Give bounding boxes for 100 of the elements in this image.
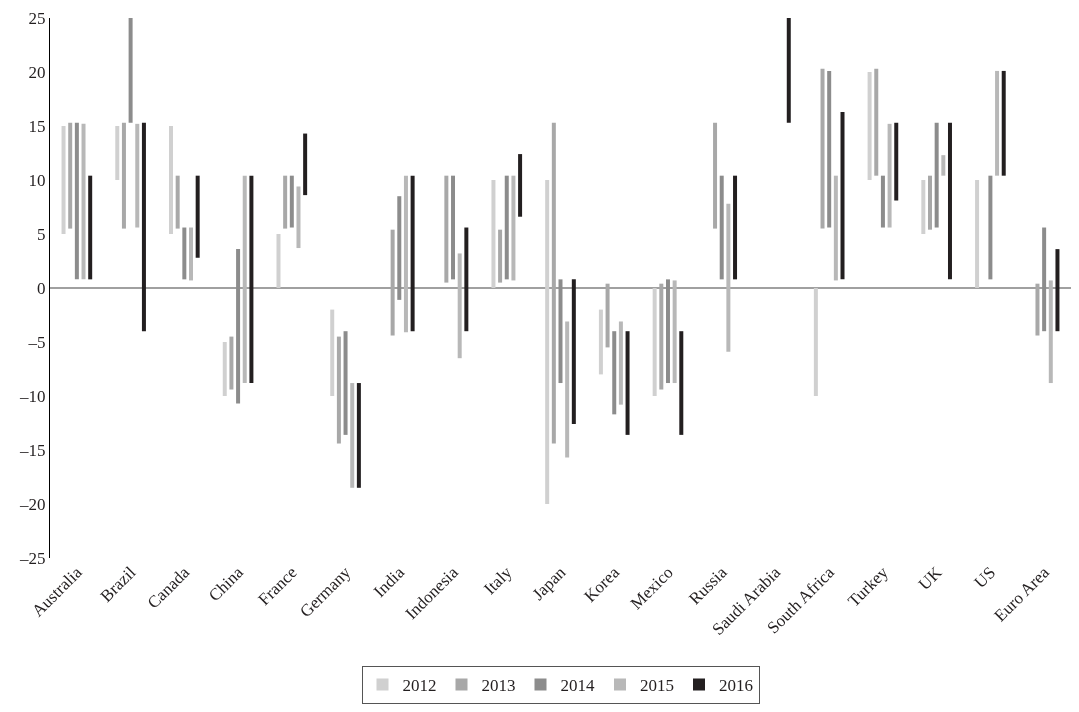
x-tick-label: US — [970, 562, 1000, 592]
bar — [941, 155, 946, 176]
bar — [612, 331, 617, 415]
bar — [343, 331, 348, 435]
bar — [1055, 249, 1060, 332]
bar — [518, 154, 523, 217]
bar — [820, 68, 825, 229]
bar — [189, 227, 193, 281]
bar — [672, 280, 677, 384]
bar — [410, 175, 415, 332]
bar — [222, 342, 227, 396]
bar — [726, 203, 731, 352]
bar — [504, 175, 509, 280]
bar — [571, 279, 576, 425]
bar — [988, 175, 993, 280]
bar — [975, 180, 980, 288]
y-tick-label: –15 — [19, 440, 46, 460]
bar — [813, 288, 818, 396]
bar — [330, 309, 335, 396]
bar — [921, 180, 926, 234]
legend-label: 2015 — [640, 676, 674, 696]
bar — [659, 283, 664, 390]
bar — [786, 18, 791, 123]
bar — [403, 175, 408, 333]
bar — [128, 18, 133, 123]
x-tick-label: Italy — [480, 562, 516, 599]
bar — [464, 227, 469, 332]
bar — [719, 175, 724, 280]
bar — [350, 383, 355, 488]
bar — [887, 123, 892, 228]
bar — [934, 122, 939, 228]
y-tick-label: 0 — [37, 278, 46, 298]
y-tick-label: 25 — [28, 8, 46, 28]
bar — [115, 126, 120, 180]
bar — [551, 122, 556, 444]
bar — [598, 309, 603, 375]
bar — [135, 123, 140, 228]
bar — [498, 229, 503, 283]
bar — [605, 283, 610, 348]
x-tick-label: UK — [914, 562, 946, 594]
bar — [867, 72, 872, 180]
bar — [249, 175, 254, 384]
bar — [733, 175, 738, 280]
y-tick-label: 5 — [37, 224, 46, 244]
bar — [68, 122, 73, 229]
bar — [618, 321, 623, 405]
bar — [242, 175, 247, 384]
bar — [390, 229, 395, 336]
bar — [169, 126, 174, 234]
legend-label: 2013 — [481, 676, 516, 696]
bar — [283, 175, 288, 229]
bar — [679, 331, 684, 435]
bar — [874, 68, 879, 176]
bar — [444, 175, 449, 283]
bar — [121, 122, 126, 229]
bar — [1048, 280, 1053, 384]
bar — [229, 336, 234, 390]
bar — [713, 122, 718, 229]
legend-label: 2012 — [402, 676, 437, 696]
bar — [289, 175, 294, 228]
bar — [74, 122, 79, 280]
bar — [457, 253, 462, 359]
bar — [491, 180, 496, 288]
bar — [141, 122, 146, 332]
bar — [894, 122, 899, 201]
bar — [625, 331, 630, 435]
bar — [995, 70, 1000, 176]
bar — [545, 180, 550, 504]
bar — [511, 175, 516, 281]
bar — [947, 122, 952, 280]
y-tick-label: 10 — [28, 170, 46, 190]
bar — [81, 123, 86, 280]
bar — [303, 133, 308, 196]
y-tick-label: –10 — [19, 386, 46, 406]
y-tick-label: –25 — [19, 548, 46, 568]
bar — [928, 175, 932, 230]
bar — [1001, 70, 1006, 176]
bar — [182, 227, 187, 280]
bar — [88, 175, 93, 280]
bar — [827, 70, 832, 228]
bar — [880, 175, 885, 228]
y-tick-label: –5 — [27, 332, 46, 352]
bar — [652, 288, 657, 396]
bar — [175, 175, 180, 229]
y-tick-label: 15 — [28, 116, 46, 136]
bar — [276, 234, 281, 288]
bar — [356, 383, 361, 488]
bar — [336, 336, 341, 444]
bar — [195, 175, 200, 258]
legend-label: 2016 — [719, 676, 753, 696]
bar — [840, 111, 845, 280]
bar — [1035, 283, 1040, 336]
bar — [451, 175, 456, 280]
bar — [61, 126, 66, 234]
bar — [833, 175, 838, 281]
bar — [296, 186, 301, 249]
legend-label: 2014 — [560, 676, 595, 696]
y-tick-label: –20 — [19, 494, 46, 514]
y-tick-label: 20 — [28, 62, 46, 82]
bar — [565, 321, 570, 458]
